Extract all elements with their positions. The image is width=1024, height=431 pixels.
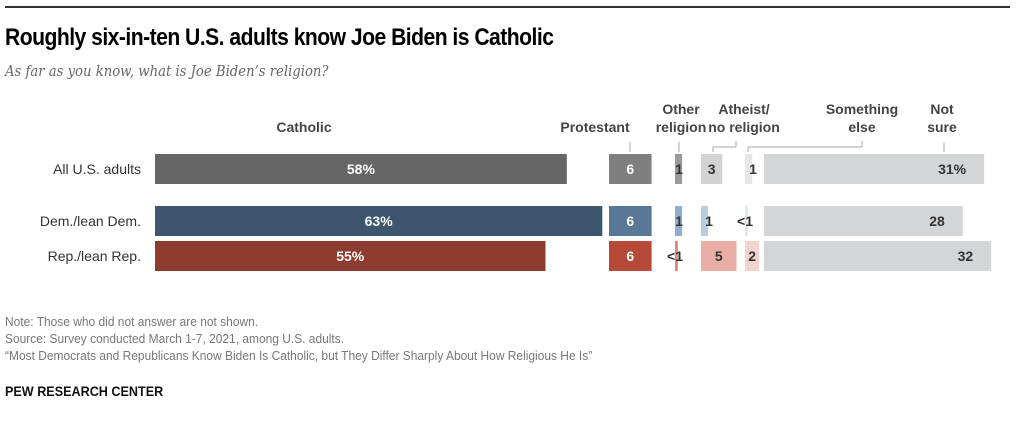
data-label-5-2: 32 — [958, 248, 974, 264]
data-label-1-0: 6 — [626, 161, 634, 177]
bar-5-0 — [764, 154, 985, 184]
chart-subtitle: As far as you know, what is Joe Biden’s … — [5, 62, 329, 80]
footer-report: “Most Democrats and Republicans Know Bid… — [5, 348, 593, 363]
column-header-4: Something — [826, 101, 898, 117]
bar-3-2 — [701, 241, 737, 271]
data-label-0-2: 55% — [336, 248, 365, 264]
data-label-5-1: 28 — [929, 213, 945, 229]
bar-2-2 — [675, 241, 678, 271]
chart: Catholic Protestant Other religion Atheist/n… — [40, 101, 992, 271]
top-rule — [5, 6, 1010, 8]
column-header-5: sure — [927, 119, 957, 135]
bar-4-1 — [745, 206, 748, 236]
bar-1-1 — [609, 206, 652, 236]
bar-4-2 — [745, 241, 760, 271]
data-label-0-0: 58% — [347, 161, 376, 177]
column-header-3: Atheist/ — [718, 101, 769, 117]
data-label-3-1: 1 — [705, 213, 713, 229]
footer-source: Source: Survey conducted March 1-7, 2021… — [5, 331, 345, 346]
data-label-1-1: 6 — [626, 213, 634, 229]
column-header-2: Other — [662, 101, 700, 117]
bar-5-2 — [764, 241, 992, 271]
column-header-4: else — [848, 119, 875, 135]
bar-1-2 — [609, 241, 652, 271]
column-header-3: no religion — [708, 119, 780, 135]
bar-0-2 — [155, 241, 546, 271]
bar-0-0 — [155, 154, 567, 184]
data-label-0-1: 63% — [365, 213, 394, 229]
category-label: Rep./lean Rep. — [48, 248, 141, 264]
data-label-2-0: 1 — [675, 161, 683, 177]
data-label-3-0: 3 — [708, 161, 716, 177]
data-label-1-2: 6 — [626, 248, 634, 264]
bar-3-0 — [701, 154, 723, 184]
bar-0-1 — [155, 206, 603, 236]
bar-5-1 — [764, 206, 963, 236]
chart-title: Roughly six-in-ten U.S. adults know Joe … — [5, 24, 554, 51]
data-label-4-0: 1 — [749, 161, 757, 177]
data-label-4-2: 2 — [748, 248, 756, 264]
data-label-4-1: <1 — [737, 213, 753, 229]
bar-3-1 — [701, 206, 709, 236]
bar-1-0 — [609, 154, 652, 184]
footer-note: Note: Those who did not answer are not s… — [5, 314, 259, 329]
category-label: Dem./lean Dem. — [40, 213, 141, 229]
column-header-0: Catholic — [276, 119, 331, 135]
bar-2-0 — [675, 154, 683, 184]
data-label-2-2: <1 — [667, 248, 683, 264]
data-label-2-1: 1 — [675, 213, 683, 229]
column-header-1: Protestant — [560, 119, 630, 135]
data-label-5-0: 31% — [938, 161, 967, 177]
bar-4-0 — [745, 154, 753, 184]
brand-logo-text: PEW RESEARCH CENTER — [5, 383, 164, 399]
bar-2-1 — [675, 206, 683, 236]
column-header-5: Not — [930, 101, 954, 117]
data-label-3-2: 5 — [715, 248, 723, 264]
category-label: All U.S. adults — [53, 161, 141, 177]
column-header-2: religion — [656, 119, 707, 135]
